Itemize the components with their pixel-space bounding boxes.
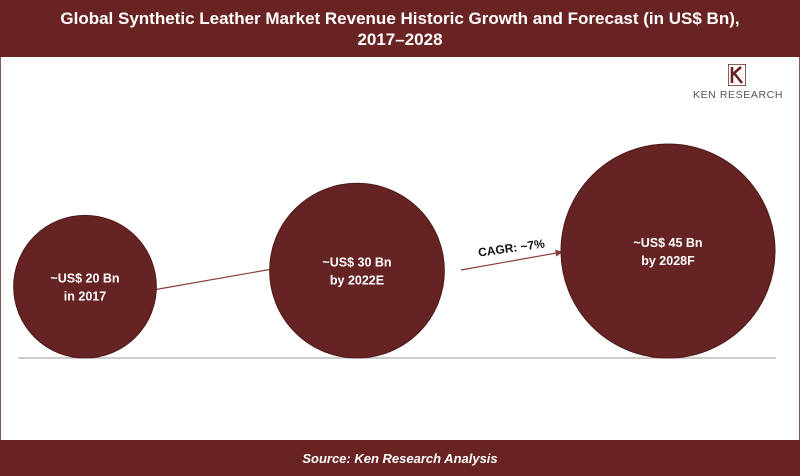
- logo-text: KEN RESEARCH: [692, 89, 784, 101]
- growth-arrow-2: [460, 249, 563, 271]
- bubble-label-2028F-line1: ~US$ 45 Bn: [633, 236, 702, 250]
- bubble-label-2022E-line2: by 2022E: [330, 274, 384, 288]
- ken-research-k-logo-icon: [728, 64, 746, 86]
- bubble-label-2022E-line1: ~US$ 30 Bn: [322, 256, 391, 270]
- bubble-2022E: [269, 182, 445, 359]
- bubble-labels: ~US$ 20 Bn in 2017 ~US$ 30 Bn by 2022E ~US$ …: [50, 236, 702, 304]
- left-border: [0, 57, 1, 440]
- chart-title: Global Synthetic Leather Market Revenue …: [0, 0, 800, 57]
- bubble-label-2017-line1: ~US$ 20 Bn: [50, 272, 119, 286]
- chart-title-line1: Global Synthetic Leather Market Revenue …: [60, 8, 740, 28]
- growth-arrow-1: [152, 265, 279, 291]
- ken-research-logo: KEN RESEARCH: [682, 64, 794, 104]
- bubble-label-2028F-line2: by 2028F: [641, 254, 695, 268]
- bubble-2017: [13, 214, 157, 359]
- source-note: Source: Ken Research Analysis: [0, 440, 800, 476]
- bubbles: [13, 143, 776, 359]
- bubble-2028F: [560, 143, 776, 359]
- bubble-label-2017-line2: in 2017: [64, 290, 106, 304]
- chart-title-line2: 2017–2028: [357, 29, 443, 49]
- growth-arrows: [152, 249, 563, 291]
